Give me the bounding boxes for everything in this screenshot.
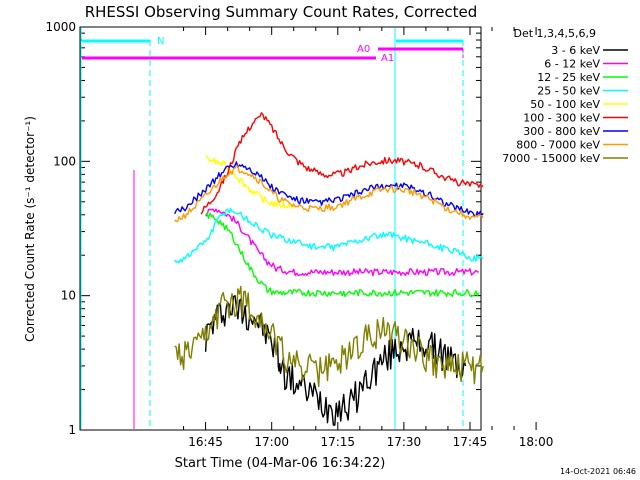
series-line-100-300-kev — [200, 112, 484, 215]
series-lines — [174, 112, 484, 426]
series-line-800-7000-kev — [174, 165, 484, 223]
annotation-a1: A1 — [381, 53, 394, 64]
annotation-n: N — [157, 36, 164, 47]
legend-label: 25 - 50 keV — [537, 85, 600, 98]
series-line-6-12-kev — [205, 208, 479, 277]
legend-label: 800 - 7000 keV — [516, 139, 600, 152]
chart-title: RHESSI Observing Summary Count Rates, Co… — [85, 3, 478, 21]
y-tick-label: 1000 — [45, 20, 76, 34]
series-line-25-50-kev — [174, 207, 484, 264]
footer-timestamp: 14-Oct-2021 06:46 — [560, 467, 636, 476]
legend-label: 50 - 100 keV — [530, 98, 600, 111]
annotation-a0: A0 — [357, 44, 370, 55]
x-tick-label: 18:00 — [519, 435, 554, 449]
x-axis-label: Start Time (04-Mar-06 16:34:22) — [175, 456, 386, 471]
y-axis-label: Corrected Count Rate (s⁻¹ detector⁻¹) — [23, 116, 37, 342]
plot-area: 16:45 17:00 17:15 17:30 17:45 18:00 1 10 100 1000… — [45, 20, 553, 449]
series-line-300-800-kev — [174, 161, 484, 217]
x-tick-label: 17:30 — [387, 435, 422, 449]
x-tick-label: 16:45 — [188, 435, 223, 449]
y-tick-label: 1 — [68, 423, 76, 437]
plot-frame — [79, 26, 482, 431]
legend-label: 7000 - 15000 keV — [502, 152, 600, 165]
legend-label: 6 - 12 keV — [544, 58, 600, 71]
axis-ticks: 16:45 17:00 17:15 17:30 17:45 18:00 1 10 100 1000 — [45, 20, 553, 449]
series-line-12-25-kev — [205, 212, 480, 298]
legend-label: 3 - 6 keV — [551, 44, 600, 57]
legend-title: Det 1,3,4,5,6,9 — [513, 27, 596, 40]
legend-label: 100 - 300 keV — [523, 112, 600, 125]
series-line-7000-15000-kev — [174, 285, 484, 388]
attenuator-markers: N A0 A1 — [80, 28, 464, 429]
x-tick-label: 17:45 — [453, 435, 488, 449]
x-tick-label: 17:00 — [254, 435, 289, 449]
legend-label: 12 - 25 keV — [537, 71, 600, 84]
y-tick-label: 100 — [53, 154, 76, 168]
x-tick-label: 17:15 — [320, 435, 355, 449]
y-tick-label: 10 — [61, 289, 76, 303]
legend-label: 300 - 800 keV — [523, 125, 600, 138]
